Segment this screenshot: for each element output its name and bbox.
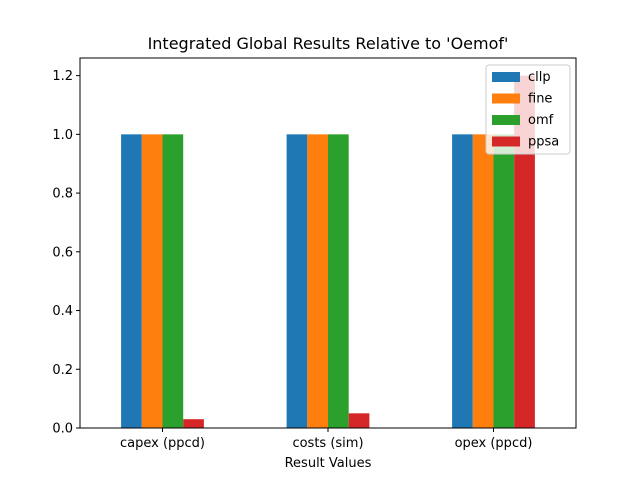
bar-omf-0 xyxy=(162,134,184,428)
legend-swatch-cllp xyxy=(492,72,520,82)
bar-omf-1 xyxy=(328,134,349,428)
bar-ppsa-0 xyxy=(183,419,204,428)
x-tick-label: capex (ppcd) xyxy=(120,436,205,451)
y-tick-label: 0.8 xyxy=(52,187,73,202)
y-tick-label: 0.6 xyxy=(52,245,73,260)
legend-label-fine: fine xyxy=(528,92,552,107)
legend: cllp fine omf ppsa xyxy=(485,64,571,155)
y-tick-label: 0.2 xyxy=(52,363,73,378)
x-axis-title: Result Values xyxy=(285,456,372,471)
legend-box xyxy=(485,64,571,155)
bar-fine-0 xyxy=(141,134,163,428)
legend-swatch-ppsa xyxy=(492,136,520,147)
legend-swatch-fine xyxy=(492,93,520,104)
bar-cllp-1 xyxy=(286,134,308,428)
y-tick-label: 1.2 xyxy=(52,69,73,84)
bar-ppsa-2 xyxy=(514,75,535,428)
x-tick-label: costs (sim) xyxy=(292,436,363,451)
chart-title: Integrated Global Results Relative to 'O… xyxy=(148,34,509,53)
bar-fine-2 xyxy=(472,134,494,428)
bar-omf-2 xyxy=(493,134,515,428)
bars-group xyxy=(121,75,535,428)
legend-label-omf: omf xyxy=(528,113,554,128)
legend-swatch-omf xyxy=(492,115,520,125)
x-axis: capex (ppcd) costs (sim) opex (ppcd) xyxy=(120,428,532,451)
y-axis: 0.0 0.2 0.4 0.6 0.8 1.0 1.2 xyxy=(52,69,80,437)
y-tick-label: 0.0 xyxy=(52,422,73,437)
x-tick-label: opex (ppcd) xyxy=(455,436,533,451)
bar-cllp-0 xyxy=(121,134,142,428)
bar-cllp-2 xyxy=(452,134,473,428)
y-tick-label: 1.0 xyxy=(52,128,73,143)
y-tick-label: 0.4 xyxy=(52,304,73,319)
legend-label-cllp: cllp xyxy=(528,70,551,85)
legend-label-ppsa: ppsa xyxy=(528,135,559,150)
bar-fine-1 xyxy=(307,134,328,428)
bar-ppsa-1 xyxy=(348,413,370,428)
